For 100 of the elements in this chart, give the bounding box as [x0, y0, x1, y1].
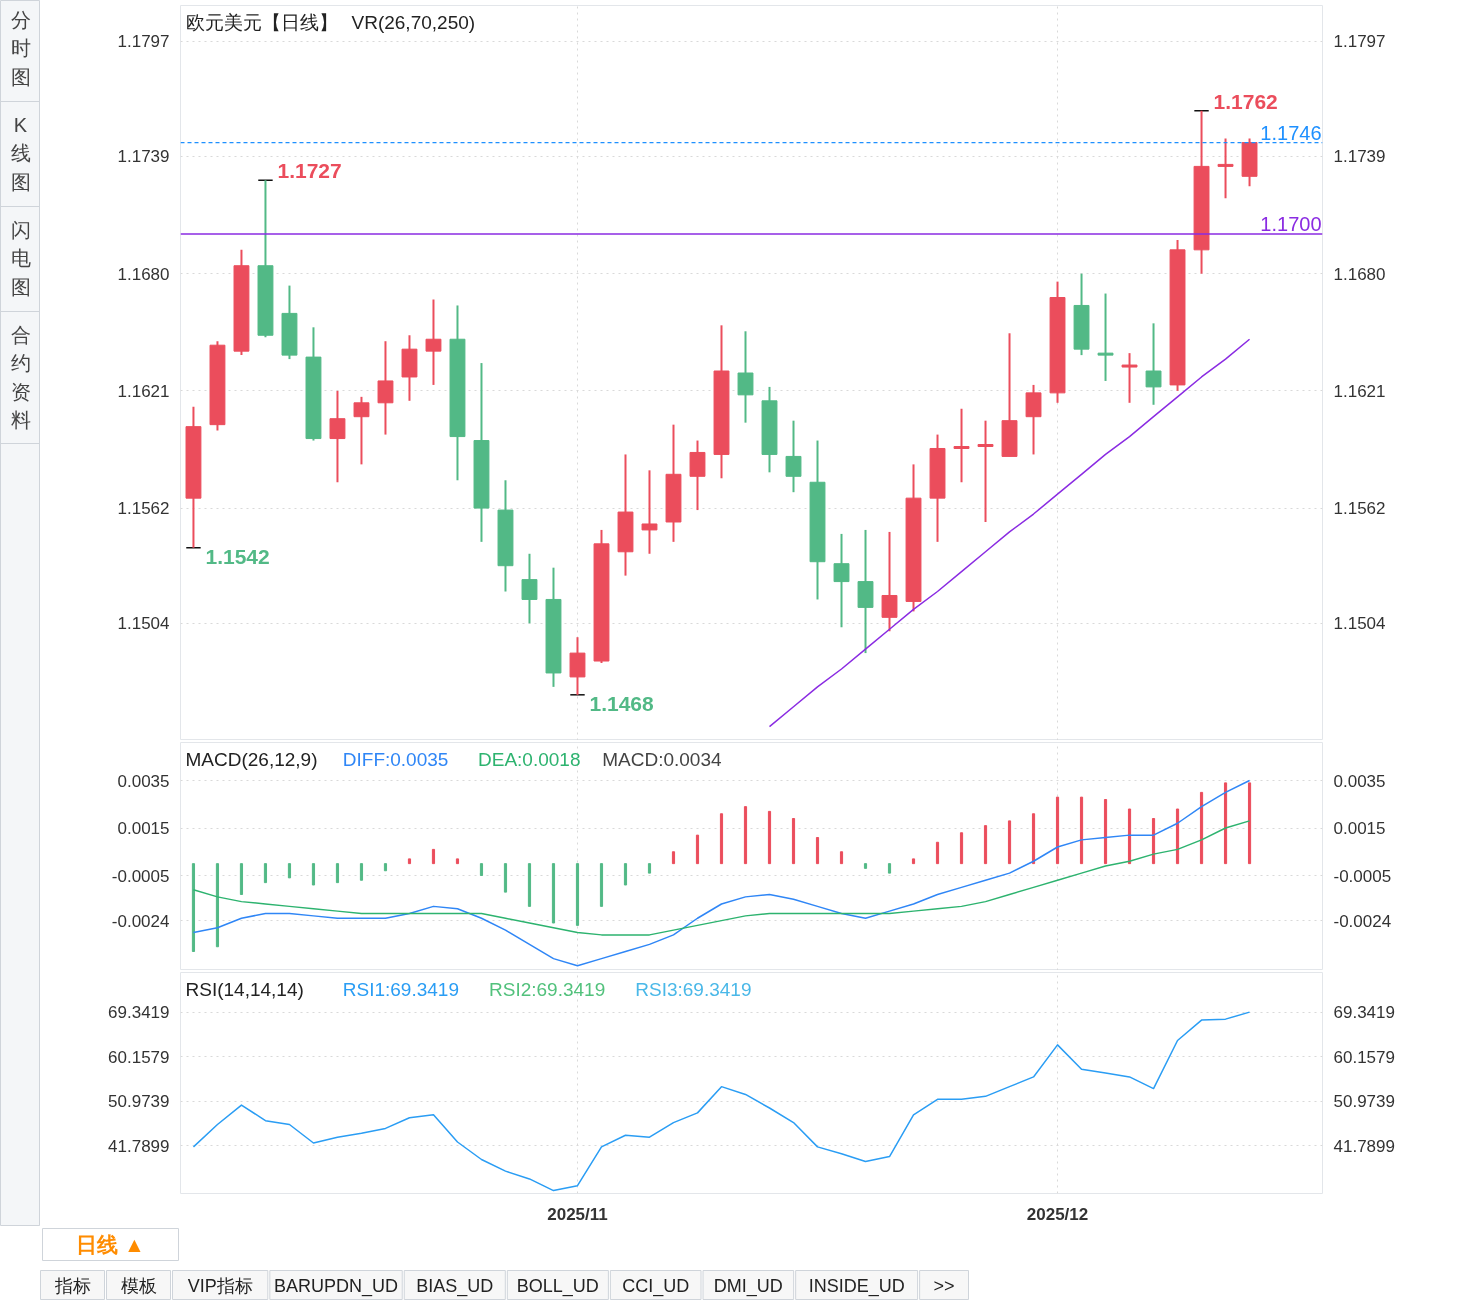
- y2-tick-label: -0.0024: [1333, 911, 1392, 931]
- bar: [215, 863, 220, 948]
- annotation: 1.1542: [205, 544, 270, 568]
- bar: [383, 863, 388, 872]
- y2-tick-label: 1.1621: [1333, 381, 1386, 401]
- bar: [647, 863, 652, 874]
- y2-tick-label: 69.3419: [1333, 1003, 1395, 1023]
- bar: [1127, 808, 1132, 865]
- candlestick: [1025, 383, 1042, 456]
- text: 合约资料: [10, 323, 31, 432]
- bar: [983, 825, 988, 865]
- y-tick-label: -0.0024: [111, 911, 170, 931]
- y2-tick-label: 1.1797: [1333, 32, 1386, 52]
- ref-line-label: 1.1700: [1260, 212, 1322, 235]
- y-tick-label: 69.3419: [108, 1003, 170, 1023]
- y-tick-label: -0.0005: [111, 866, 170, 886]
- text: 指标: [53, 1275, 91, 1296]
- bar: [431, 848, 436, 865]
- bar: [479, 863, 484, 876]
- line-series: [768, 338, 1251, 728]
- candlestick: [1217, 137, 1234, 200]
- y2-tick-label: 1.1680: [1333, 264, 1386, 284]
- candlestick: [569, 636, 586, 696]
- bar: [1055, 796, 1060, 865]
- bar: [1103, 799, 1108, 865]
- y2-tick-label: 1.1504: [1333, 614, 1386, 634]
- line-series: [192, 1011, 1251, 1192]
- bar: [359, 863, 364, 881]
- bar: [959, 832, 964, 865]
- annotation: 1.1468: [589, 691, 655, 715]
- text: BOLL_UD: [516, 1275, 599, 1297]
- line-series: [192, 820, 1251, 936]
- text: 闪电图: [10, 218, 31, 298]
- candlestick: [689, 439, 706, 512]
- text: >>: [933, 1275, 955, 1296]
- candlestick: [833, 532, 850, 629]
- y2-tick-label: 1.1562: [1333, 499, 1386, 519]
- bar: [335, 863, 340, 884]
- bar: [503, 863, 508, 893]
- bar: [839, 851, 844, 865]
- chart-title: RSI(14,14,14): [185, 978, 304, 1000]
- bar: [767, 810, 772, 865]
- candlestick: [881, 530, 898, 633]
- candlestick: [329, 389, 346, 484]
- text: INSIDE_UD: [808, 1275, 905, 1297]
- bar: [911, 858, 916, 865]
- candlestick: [953, 407, 970, 484]
- bar: [455, 858, 460, 865]
- legend-label: RSI3:69.3419: [635, 978, 752, 1000]
- y2-tick-label: 0.0035: [1333, 771, 1386, 791]
- y-tick-label: 1.1504: [117, 614, 170, 634]
- bar: [623, 863, 628, 886]
- y2-tick-label: 41.7899: [1333, 1136, 1395, 1156]
- text: BIAS_UD: [416, 1275, 494, 1297]
- chart-subtitle: VR(26,70,250): [351, 11, 476, 33]
- chart-title: MACD(26,12,9): [185, 748, 318, 770]
- bar: [1223, 782, 1228, 865]
- bar: [1031, 813, 1036, 865]
- y2-tick-label: 0.0015: [1333, 819, 1386, 838]
- bar: [695, 834, 700, 865]
- candlestick: [1097, 292, 1114, 382]
- y2-tick-label: 60.1579: [1333, 1047, 1395, 1067]
- x-tick-label: 2025/12: [1026, 1204, 1089, 1224]
- bar: [1007, 820, 1012, 865]
- bar: [791, 818, 796, 865]
- bar: [263, 863, 268, 884]
- text: CCI_UD: [622, 1275, 690, 1297]
- y-tick-label: 1.1680: [117, 264, 170, 284]
- y2-tick-label: 50.9739: [1333, 1092, 1395, 1112]
- legend-label: RSI2:69.3419: [489, 978, 606, 1000]
- bar: [935, 841, 940, 865]
- candlestick: [521, 552, 538, 625]
- bar: [575, 863, 580, 926]
- bar: [287, 863, 292, 879]
- candlestick: [785, 419, 802, 494]
- y2-tick-label: -0.0005: [1333, 866, 1392, 886]
- bar: [407, 858, 412, 865]
- text: 分时图: [10, 8, 31, 88]
- text: 模板: [120, 1275, 157, 1296]
- bar: [1175, 808, 1180, 865]
- bar: [191, 863, 196, 952]
- bar: [527, 863, 532, 907]
- y-tick-label: 1.1797: [117, 32, 170, 52]
- y-tick-label: 0.0015: [117, 819, 170, 838]
- bar: [311, 863, 316, 886]
- y-tick-label: 41.7899: [108, 1136, 170, 1156]
- text: DEA:0.0018: [478, 748, 581, 770]
- bar: [1079, 796, 1084, 865]
- text: DIFF:0.0035: [342, 748, 449, 770]
- y-tick-label: 60.1579: [108, 1047, 170, 1067]
- text: K线图: [10, 113, 31, 193]
- text: BARUPDN_UD: [274, 1275, 399, 1297]
- chart-title: 欧元美元【日线】: [185, 11, 338, 33]
- candlestick: [737, 330, 754, 424]
- candlestick: [641, 469, 658, 555]
- bar: [719, 813, 724, 865]
- text: MACD:0.0034: [602, 748, 722, 770]
- text: DMI_UD: [713, 1275, 783, 1297]
- bar: [671, 851, 676, 865]
- bar: [863, 863, 868, 869]
